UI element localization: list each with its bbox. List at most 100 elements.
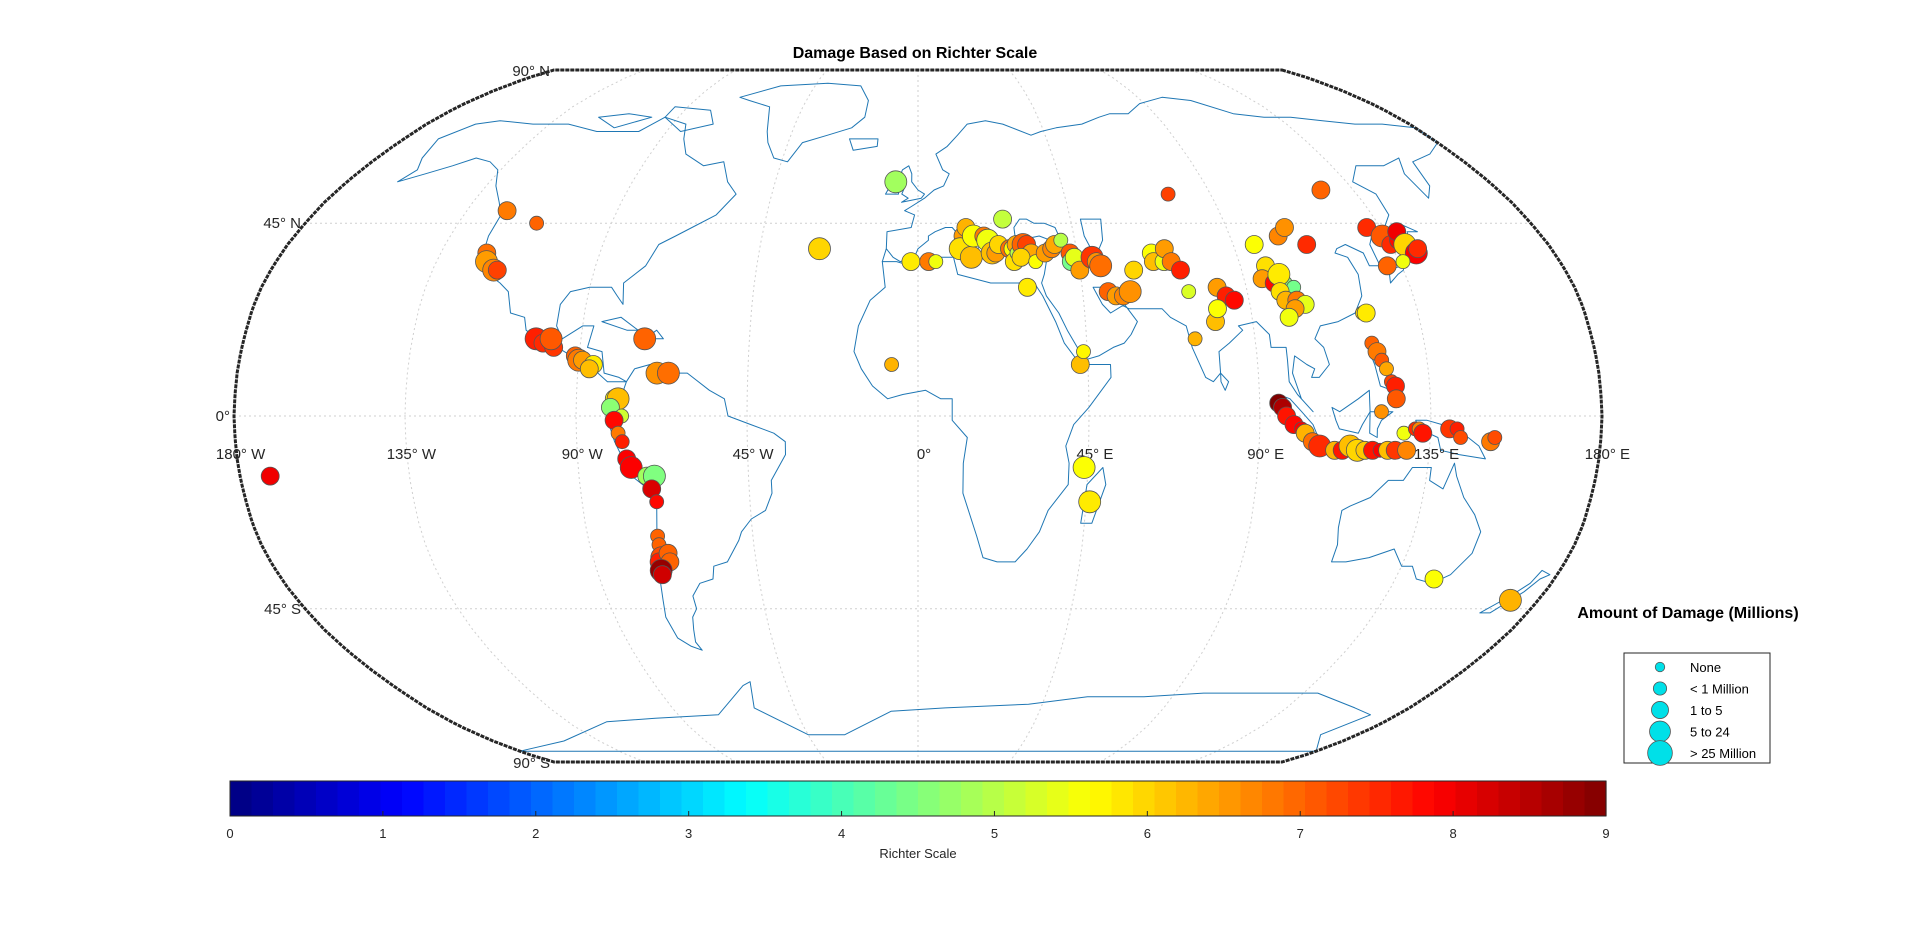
colorbar-cell [875, 781, 898, 816]
meridian-line [1190, 69, 1432, 763]
colorbar-tick-label: 2 [532, 826, 539, 841]
earthquake-marker [1053, 232, 1069, 248]
legend-entries: None < 1 Million 1 to 5 5 to 24 > 25 Million [1647, 660, 1756, 766]
colorbar-cell [1584, 781, 1607, 816]
earthquake-marker [1078, 490, 1102, 514]
colorbar-cell [1563, 781, 1586, 816]
earthquake-marker [1379, 361, 1394, 377]
earthquake-marker [497, 201, 517, 221]
meridian-line [404, 69, 646, 763]
earthquake-marker [1072, 456, 1096, 479]
earthquake-marker [1089, 254, 1113, 278]
colorbar-cell [961, 781, 984, 816]
legend-marker [1649, 720, 1671, 743]
legend-label: 1 to 5 [1690, 703, 1723, 718]
earthquake-marker [1181, 284, 1197, 300]
colorbar-cell [1283, 781, 1306, 816]
legend-label: None [1690, 660, 1721, 675]
colorbar-tick-label: 3 [685, 826, 692, 841]
colorbar-cell [1369, 781, 1392, 816]
earthquake-marker [539, 327, 563, 351]
coastline [610, 364, 786, 651]
colorbar-cell [466, 781, 489, 816]
colorbar-cell [1305, 781, 1328, 816]
earthquake-marker [1311, 180, 1331, 200]
earthquake-marker [1453, 430, 1468, 445]
colorbar-cell [703, 781, 726, 816]
earthquake-marker [1377, 256, 1397, 276]
colorbar-cell [1262, 781, 1285, 816]
colorbar-cell [1068, 781, 1091, 816]
colorbar-cell [896, 781, 919, 816]
longitude-label: 135° W [387, 446, 437, 463]
colorbar-cell [402, 781, 425, 816]
earthquake-marker [1499, 588, 1522, 612]
longitude-label: 45° W [733, 446, 775, 463]
colorbar-cell [681, 781, 704, 816]
earthquake-marker [993, 209, 1012, 229]
coastline [1220, 372, 1230, 391]
earthquake-marker [1424, 569, 1444, 589]
colorbar-tick-label: 4 [838, 826, 845, 841]
coastline [601, 316, 639, 331]
earthquake-marker [1244, 235, 1264, 254]
colorbar-tick-label: 0 [226, 826, 233, 841]
earthquake-markers [260, 170, 1522, 612]
legend-marker [1654, 661, 1666, 673]
earthquake-marker [884, 170, 908, 194]
earthquake-marker [1208, 299, 1227, 319]
colorbar-cell [1047, 781, 1070, 816]
earthquake-marker [1279, 307, 1299, 327]
coastline [397, 116, 737, 383]
colorbar-cell [1520, 781, 1543, 816]
colorbar-tick-label: 1 [379, 826, 386, 841]
colorbar-cell [273, 781, 296, 816]
colorbar-cell [423, 781, 446, 816]
longitude-label: 90° E [1247, 446, 1284, 463]
colorbar-cell [617, 781, 640, 816]
colorbar-border [229, 780, 1607, 817]
colorbar-cell [638, 781, 661, 816]
earthquake-marker [1124, 260, 1144, 280]
earthquake-marker [260, 466, 280, 486]
latitude-label: 90° S [513, 755, 550, 772]
earthquake-marker [959, 245, 983, 269]
colorbar-cell [1133, 781, 1156, 816]
colorbar-cell [767, 781, 790, 816]
legend-marker [1652, 681, 1668, 696]
earthquake-marker [1160, 186, 1176, 202]
colorbar-cell [1004, 781, 1027, 816]
colorbar-cell [1541, 781, 1564, 816]
earthquake-marker [649, 494, 665, 510]
colorbar-cell [789, 781, 812, 816]
earthquake-marker [1297, 235, 1317, 254]
colorbar-tick-label: 7 [1297, 826, 1304, 841]
colorbar-cell [1219, 781, 1242, 816]
earthquake-marker [1076, 344, 1091, 360]
latitude-label: 45° S [264, 601, 301, 618]
earthquake-marker [1224, 290, 1244, 310]
latitude-label: 45° N [263, 215, 301, 232]
earthquake-marker [1275, 218, 1294, 237]
coastline [598, 113, 653, 129]
colorbar-cell [746, 781, 769, 816]
coastline [1415, 419, 1486, 460]
latitude-label: 0° [216, 408, 230, 425]
longitude-label: 180° E [1585, 446, 1630, 463]
colorbar-cell [294, 781, 317, 816]
colorbar-tick-label: 6 [1144, 826, 1151, 841]
colorbar-cell [230, 781, 253, 816]
coastline [664, 106, 714, 132]
colorbar-cell [660, 781, 683, 816]
colorbar-cell [509, 781, 532, 816]
colorbar-cell [251, 781, 274, 816]
colorbar-cell [445, 781, 468, 816]
map-title: Damage Based on Richter Scale [793, 45, 1038, 62]
legend-marker [1651, 701, 1669, 719]
earthquake-marker [1018, 277, 1037, 297]
colorbar-cell [939, 781, 962, 816]
earthquake-marker [808, 237, 831, 261]
colorbar-cell [1348, 781, 1371, 816]
colorbar-cell [1455, 781, 1478, 816]
